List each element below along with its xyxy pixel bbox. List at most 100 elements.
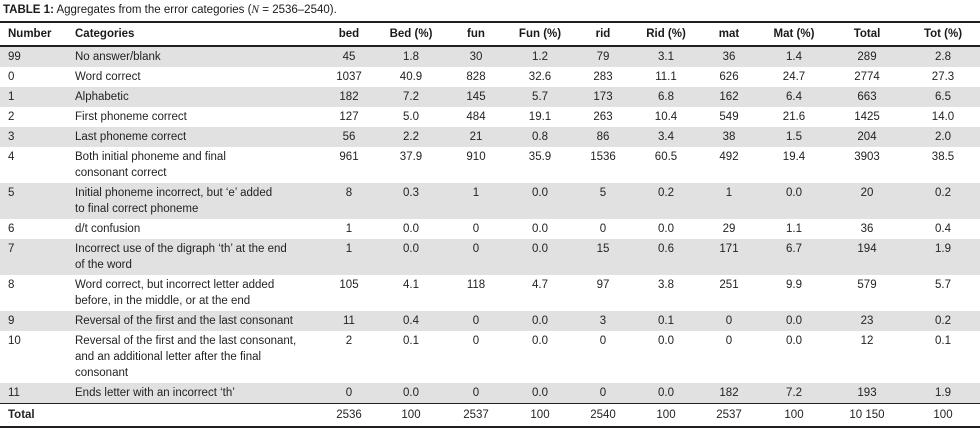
cell-mat-pct: 24.7 bbox=[782, 71, 806, 83]
header-rid: rid bbox=[572, 22, 634, 47]
cell-bed-pct: 4.1 bbox=[403, 279, 419, 291]
cell-tot-pct: 38.5 bbox=[931, 151, 955, 163]
cell-total: 289 bbox=[857, 51, 877, 63]
cell-bed-pct: 0.0 bbox=[403, 387, 419, 399]
cell-tot-pct: 1.9 bbox=[935, 387, 951, 399]
cell-bed: 961 bbox=[339, 151, 359, 163]
cell-mat: 626 bbox=[719, 71, 739, 83]
cell-rid: 283 bbox=[593, 71, 613, 83]
row-number: 7 bbox=[8, 243, 15, 255]
cell-mat: 0 bbox=[725, 335, 733, 347]
table-row: 4 Both initial phoneme and final consona… bbox=[0, 147, 980, 183]
row-category: Reversal of the first and the last conso… bbox=[75, 315, 293, 327]
cell-fun: 145 bbox=[466, 91, 486, 103]
cell-rid: 263 bbox=[593, 111, 613, 123]
cell-tot-pct: 2.0 bbox=[935, 131, 951, 143]
cell-mat: 36 bbox=[722, 51, 736, 63]
cell-fun: 118 bbox=[466, 279, 486, 291]
cell-fun-pct: 0.0 bbox=[532, 243, 548, 255]
cell-total: 194 bbox=[857, 243, 877, 255]
cell-total: 36 bbox=[860, 223, 874, 235]
cell-fun: 828 bbox=[466, 71, 486, 83]
cell-mat-pct: 6.7 bbox=[786, 243, 802, 255]
cell-bed: 56 bbox=[342, 131, 356, 143]
cell-fun: 0 bbox=[472, 243, 480, 255]
cell-rid-pct: 0.0 bbox=[658, 335, 674, 347]
cell-total: 663 bbox=[857, 91, 877, 103]
cell-mat-pct: 1.4 bbox=[786, 51, 802, 63]
total-cell-mat-pct: 100 bbox=[760, 403, 828, 427]
row-category: First phoneme correct bbox=[75, 111, 187, 123]
cell-rid: 3 bbox=[599, 315, 607, 327]
row-number: 4 bbox=[8, 151, 15, 163]
cell-mat-pct: 6.4 bbox=[786, 91, 802, 103]
cell-bed: 1037 bbox=[336, 71, 362, 83]
table-caption-tail: = 2536–2540). bbox=[259, 4, 337, 16]
header-bed-pct: Bed (%) bbox=[378, 22, 444, 47]
cell-rid: 86 bbox=[596, 131, 610, 143]
row-number: 1 bbox=[8, 91, 15, 103]
cell-rid-pct: 11.1 bbox=[655, 71, 677, 83]
table-row: 0 Word correct 1037 40.9 828 32.6 283 11… bbox=[0, 67, 980, 87]
cell-fun-pct: 32.6 bbox=[528, 71, 552, 83]
cell-tot-pct: 0.4 bbox=[935, 223, 951, 235]
cell-mat-pct: 0.0 bbox=[786, 335, 802, 347]
cell-fun-pct: 5.7 bbox=[532, 91, 548, 103]
cell-bed: 127 bbox=[339, 111, 359, 123]
row-category: Word correct, but incorrect letter added… bbox=[75, 279, 275, 307]
table-row: 9 Reversal of the first and the last con… bbox=[0, 311, 980, 331]
row-number: 11 bbox=[8, 387, 20, 399]
total-cell-rid: 2540 bbox=[572, 403, 634, 427]
cell-fun-pct: 4.7 bbox=[532, 279, 548, 291]
cell-tot-pct: 6.5 bbox=[935, 91, 951, 103]
header-number: Number bbox=[0, 22, 66, 47]
cell-mat: 549 bbox=[719, 111, 739, 123]
row-number: 2 bbox=[8, 111, 15, 123]
cell-bed-pct: 0.1 bbox=[403, 335, 419, 347]
cell-rid-pct: 60.5 bbox=[654, 151, 678, 163]
cell-mat: 1 bbox=[725, 187, 733, 199]
cell-rid: 79 bbox=[596, 51, 610, 63]
cell-bed: 1 bbox=[345, 243, 353, 255]
cell-rid-pct: 0.1 bbox=[658, 315, 674, 327]
cell-bed-pct: 2.2 bbox=[403, 131, 419, 143]
table-row: 8 Word correct, but incorrect letter add… bbox=[0, 275, 980, 311]
cell-fun-pct: 0.8 bbox=[532, 131, 548, 143]
cell-fun: 910 bbox=[466, 151, 486, 163]
cell-total: 12 bbox=[860, 335, 874, 347]
cell-mat-pct: 1.1 bbox=[786, 223, 802, 235]
cell-bed-pct: 5.0 bbox=[403, 111, 419, 123]
total-cell-fun: 2537 bbox=[444, 403, 508, 427]
row-category: Ends letter with an incorrect ‘th’ bbox=[75, 387, 235, 399]
row-category: d/t confusion bbox=[75, 223, 141, 235]
table-row: 2 First phoneme correct 127 5.0 484 19.1… bbox=[0, 107, 980, 127]
cell-rid: 15 bbox=[596, 243, 610, 255]
cell-rid: 5 bbox=[599, 187, 607, 199]
row-category: Incorrect use of the digraph ‘th’ at the… bbox=[75, 243, 287, 271]
cell-tot-pct: 0.2 bbox=[935, 187, 951, 199]
cell-fun-pct: 1.2 bbox=[532, 51, 548, 63]
cell-tot-pct: 2.8 bbox=[935, 51, 951, 63]
cell-fun: 484 bbox=[466, 111, 486, 123]
cell-fun: 0 bbox=[472, 315, 480, 327]
cell-total: 193 bbox=[857, 387, 877, 399]
header-bed: bed bbox=[320, 22, 378, 47]
row-number: 3 bbox=[8, 131, 15, 143]
cell-rid: 0 bbox=[599, 223, 607, 235]
cell-rid-pct: 3.8 bbox=[658, 279, 674, 291]
row-category: Word correct bbox=[75, 71, 141, 83]
header-fun: fun bbox=[444, 22, 508, 47]
row-category: Reversal of the first and the last conso… bbox=[75, 335, 297, 379]
cell-bed-pct: 0.0 bbox=[403, 243, 419, 255]
cell-mat: 0 bbox=[725, 315, 733, 327]
table-row: 11 Ends letter with an incorrect ‘th’ 0 … bbox=[0, 383, 980, 404]
cell-rid: 97 bbox=[596, 279, 610, 291]
table-caption-label: TABLE 1: bbox=[3, 4, 54, 16]
row-category: Alphabetic bbox=[75, 91, 129, 103]
table-row: 3 Last phoneme correct 56 2.2 21 0.8 86 … bbox=[0, 127, 980, 147]
cell-tot-pct: 0.2 bbox=[935, 315, 951, 327]
cell-fun-pct: 19.1 bbox=[528, 111, 552, 123]
cell-bed-pct: 1.8 bbox=[403, 51, 419, 63]
cell-total: 204 bbox=[857, 131, 877, 143]
cell-rid-pct: 10.4 bbox=[654, 111, 678, 123]
